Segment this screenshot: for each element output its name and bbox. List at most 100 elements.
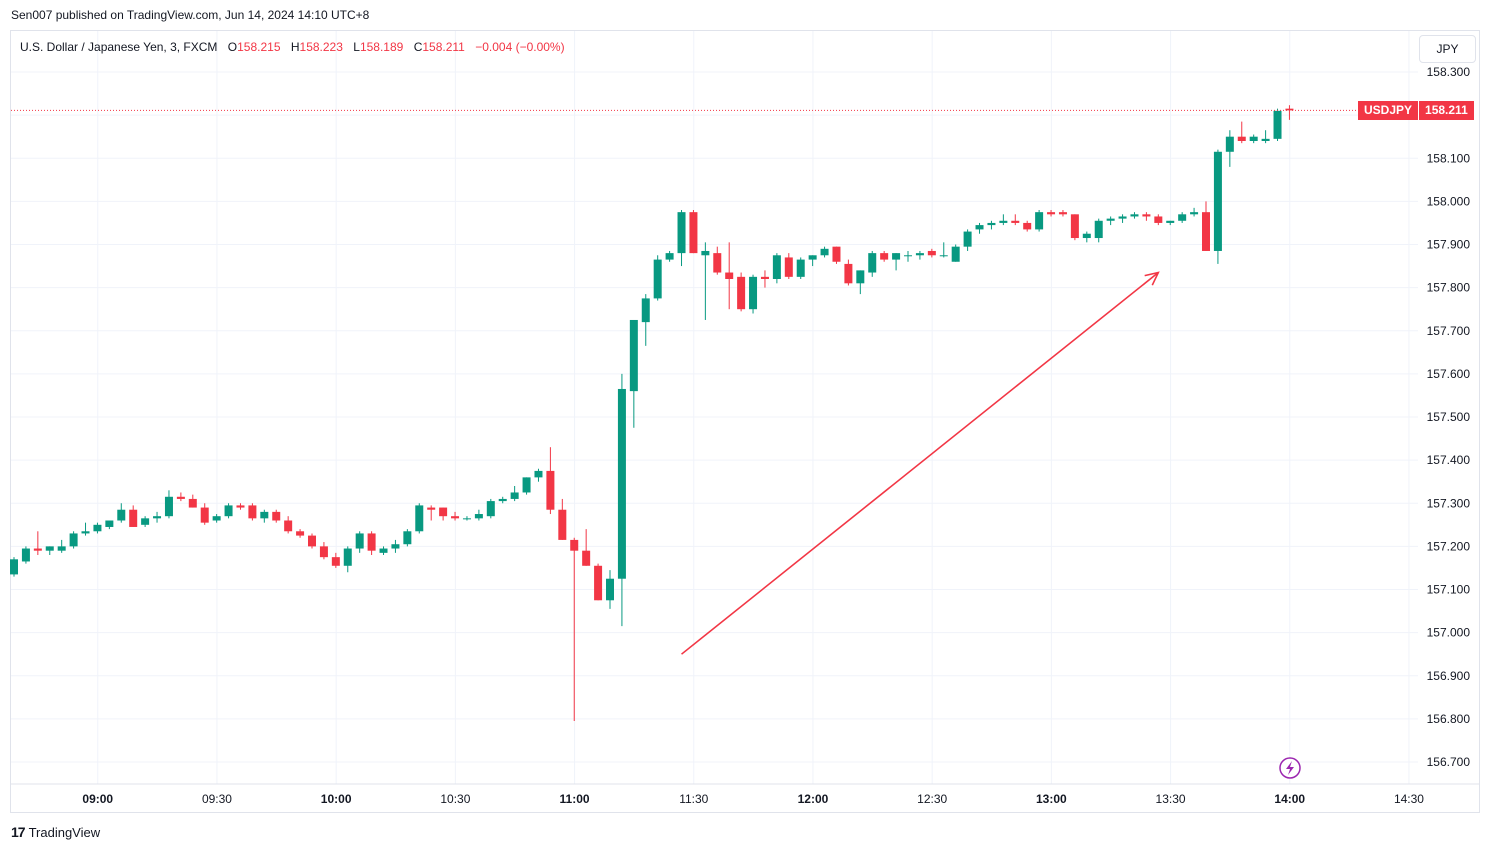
candle-body: [1166, 220, 1175, 223]
symbol-description: U.S. Dollar / Japanese Yen, 3, FXCM: [20, 40, 218, 54]
annotation-arrow-line: [681, 271, 1159, 655]
candle-body: [462, 518, 471, 520]
x-tick-label: 13:00: [1036, 792, 1067, 806]
candle-body: [176, 496, 185, 499]
badge-symbol: USDJPY: [1358, 101, 1419, 120]
candle-body: [880, 253, 889, 260]
candle-body: [1094, 220, 1103, 239]
grid-lines: [11, 31, 1418, 784]
candle: [594, 563, 603, 601]
candle-body: [391, 544, 400, 549]
candle-body: [713, 253, 722, 273]
candle-body: [1273, 110, 1282, 139]
candle-body: [33, 548, 42, 551]
x-tick-label: 10:00: [321, 792, 352, 806]
open-value: 158.215: [237, 40, 281, 54]
candle: [689, 210, 698, 254]
candle-body: [188, 498, 197, 508]
candle-body: [951, 246, 960, 262]
candle: [999, 214, 1008, 226]
candle: [749, 274, 758, 314]
candle: [1094, 218, 1103, 243]
candle: [844, 259, 853, 286]
candle: [200, 503, 209, 525]
y-tick-label: 157.700: [1427, 324, 1471, 338]
candle: [1118, 214, 1127, 223]
candle: [1047, 210, 1056, 217]
candle: [832, 246, 841, 264]
candle: [153, 511, 162, 523]
candle: [570, 537, 579, 722]
candle: [45, 546, 54, 555]
candle: [1154, 214, 1163, 226]
candle-body: [832, 246, 841, 262]
candle: [1106, 216, 1115, 226]
candle: [868, 250, 877, 277]
high-value: 158.223: [299, 40, 343, 54]
candle-body: [224, 505, 233, 517]
candle: [248, 503, 257, 521]
candle: [391, 539, 400, 553]
candle-body: [594, 565, 603, 601]
candle: [796, 257, 805, 279]
candle-body: [129, 509, 138, 527]
change-value: −0.004 (−0.00%): [475, 40, 565, 54]
candle: [81, 522, 90, 536]
candle-body: [522, 477, 531, 493]
candle-body: [701, 250, 710, 256]
candle: [820, 246, 829, 258]
candle: [1082, 231, 1091, 243]
y-tick-label: 156.800: [1427, 712, 1471, 726]
candle-body: [570, 539, 579, 551]
currency-button[interactable]: JPY: [1419, 35, 1476, 63]
candle: [1023, 220, 1032, 232]
candle: [510, 486, 519, 502]
candle: [1202, 201, 1210, 251]
y-tick-label: 157.800: [1427, 281, 1471, 295]
candle-body: [665, 253, 674, 260]
candle-body: [725, 272, 734, 279]
candle-body: [1070, 214, 1079, 239]
candle: [379, 546, 388, 555]
candle-body: [343, 548, 352, 566]
candle: [486, 498, 495, 519]
candle-body: [534, 470, 543, 478]
candle-body: [606, 578, 614, 601]
candle-body: [1011, 220, 1020, 223]
candle: [582, 529, 591, 566]
candle-body: [367, 533, 376, 551]
candle-body: [93, 524, 102, 532]
candle-body: [1058, 212, 1067, 215]
candle: [629, 319, 638, 428]
open-label: O: [227, 40, 238, 54]
x-tick-label: 14:00: [1274, 792, 1305, 806]
x-tick-label: 12:30: [917, 792, 947, 806]
candle: [427, 505, 436, 521]
candle: [1237, 121, 1246, 144]
candle-body: [1202, 212, 1210, 251]
candle-body: [10, 559, 18, 575]
candle-body: [808, 255, 817, 260]
candle: [617, 373, 626, 627]
x-tick-label: 12:00: [798, 792, 829, 806]
candle-body: [1285, 108, 1294, 111]
y-tick-label: 157.500: [1427, 410, 1471, 424]
candle: [272, 509, 281, 523]
candle: [1190, 207, 1199, 217]
y-tick-label: 157.100: [1427, 583, 1471, 597]
candle: [355, 531, 364, 553]
badge-price: 158.211: [1419, 101, 1474, 120]
y-tick-label: 158.000: [1427, 194, 1471, 208]
candle: [403, 529, 412, 547]
candle: [784, 253, 793, 279]
x-tick-label: 09:30: [202, 792, 232, 806]
candle: [451, 511, 460, 521]
candle-body: [963, 231, 972, 247]
candle: [939, 242, 948, 258]
candle-body: [1047, 212, 1056, 215]
candle: [462, 516, 471, 521]
footer-brand[interactable]: 17 TradingView: [11, 824, 100, 840]
candle-body: [1023, 222, 1032, 230]
candle-body: [558, 509, 567, 540]
